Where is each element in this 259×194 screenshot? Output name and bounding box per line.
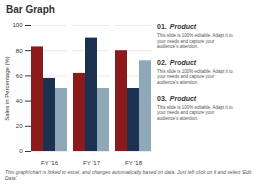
html-text:This graph/chart is linked to: This graph/chart is linked to excel, and… [5, 169, 252, 181]
html-text:02. Product: 02. Product [157, 58, 197, 66]
html-text:03. Product: 03. Product [157, 94, 197, 102]
svg-text:FY '18: FY '18 [125, 160, 143, 166]
svg-text:0: 0 [19, 148, 23, 154]
html-text:This slide is 100% editable. A: This slide is 100% editable. Adapt it to… [157, 68, 233, 85]
svg-text:Sales in Percentage (%): Sales in Percentage (%) [4, 56, 10, 121]
svg-text:FY '16: FY '16 [41, 160, 59, 166]
svg-text:20: 20 [16, 123, 23, 129]
html-text:This slide is 100% editable. A: This slide is 100% editable. Adapt it to… [157, 33, 233, 50]
html-text:Bar Graph: Bar Graph [6, 4, 55, 15]
svg-text:100: 100 [12, 22, 23, 28]
svg-text:80: 80 [16, 48, 23, 54]
svg-text:FY '17: FY '17 [83, 160, 101, 166]
svg-text:60: 60 [16, 73, 23, 79]
html-text:01. Product: 01. Product [157, 23, 197, 30]
html-text:This slide is 100% editable. A: This slide is 100% editable. Adapt it to… [157, 104, 233, 121]
svg-text:40: 40 [16, 98, 23, 104]
